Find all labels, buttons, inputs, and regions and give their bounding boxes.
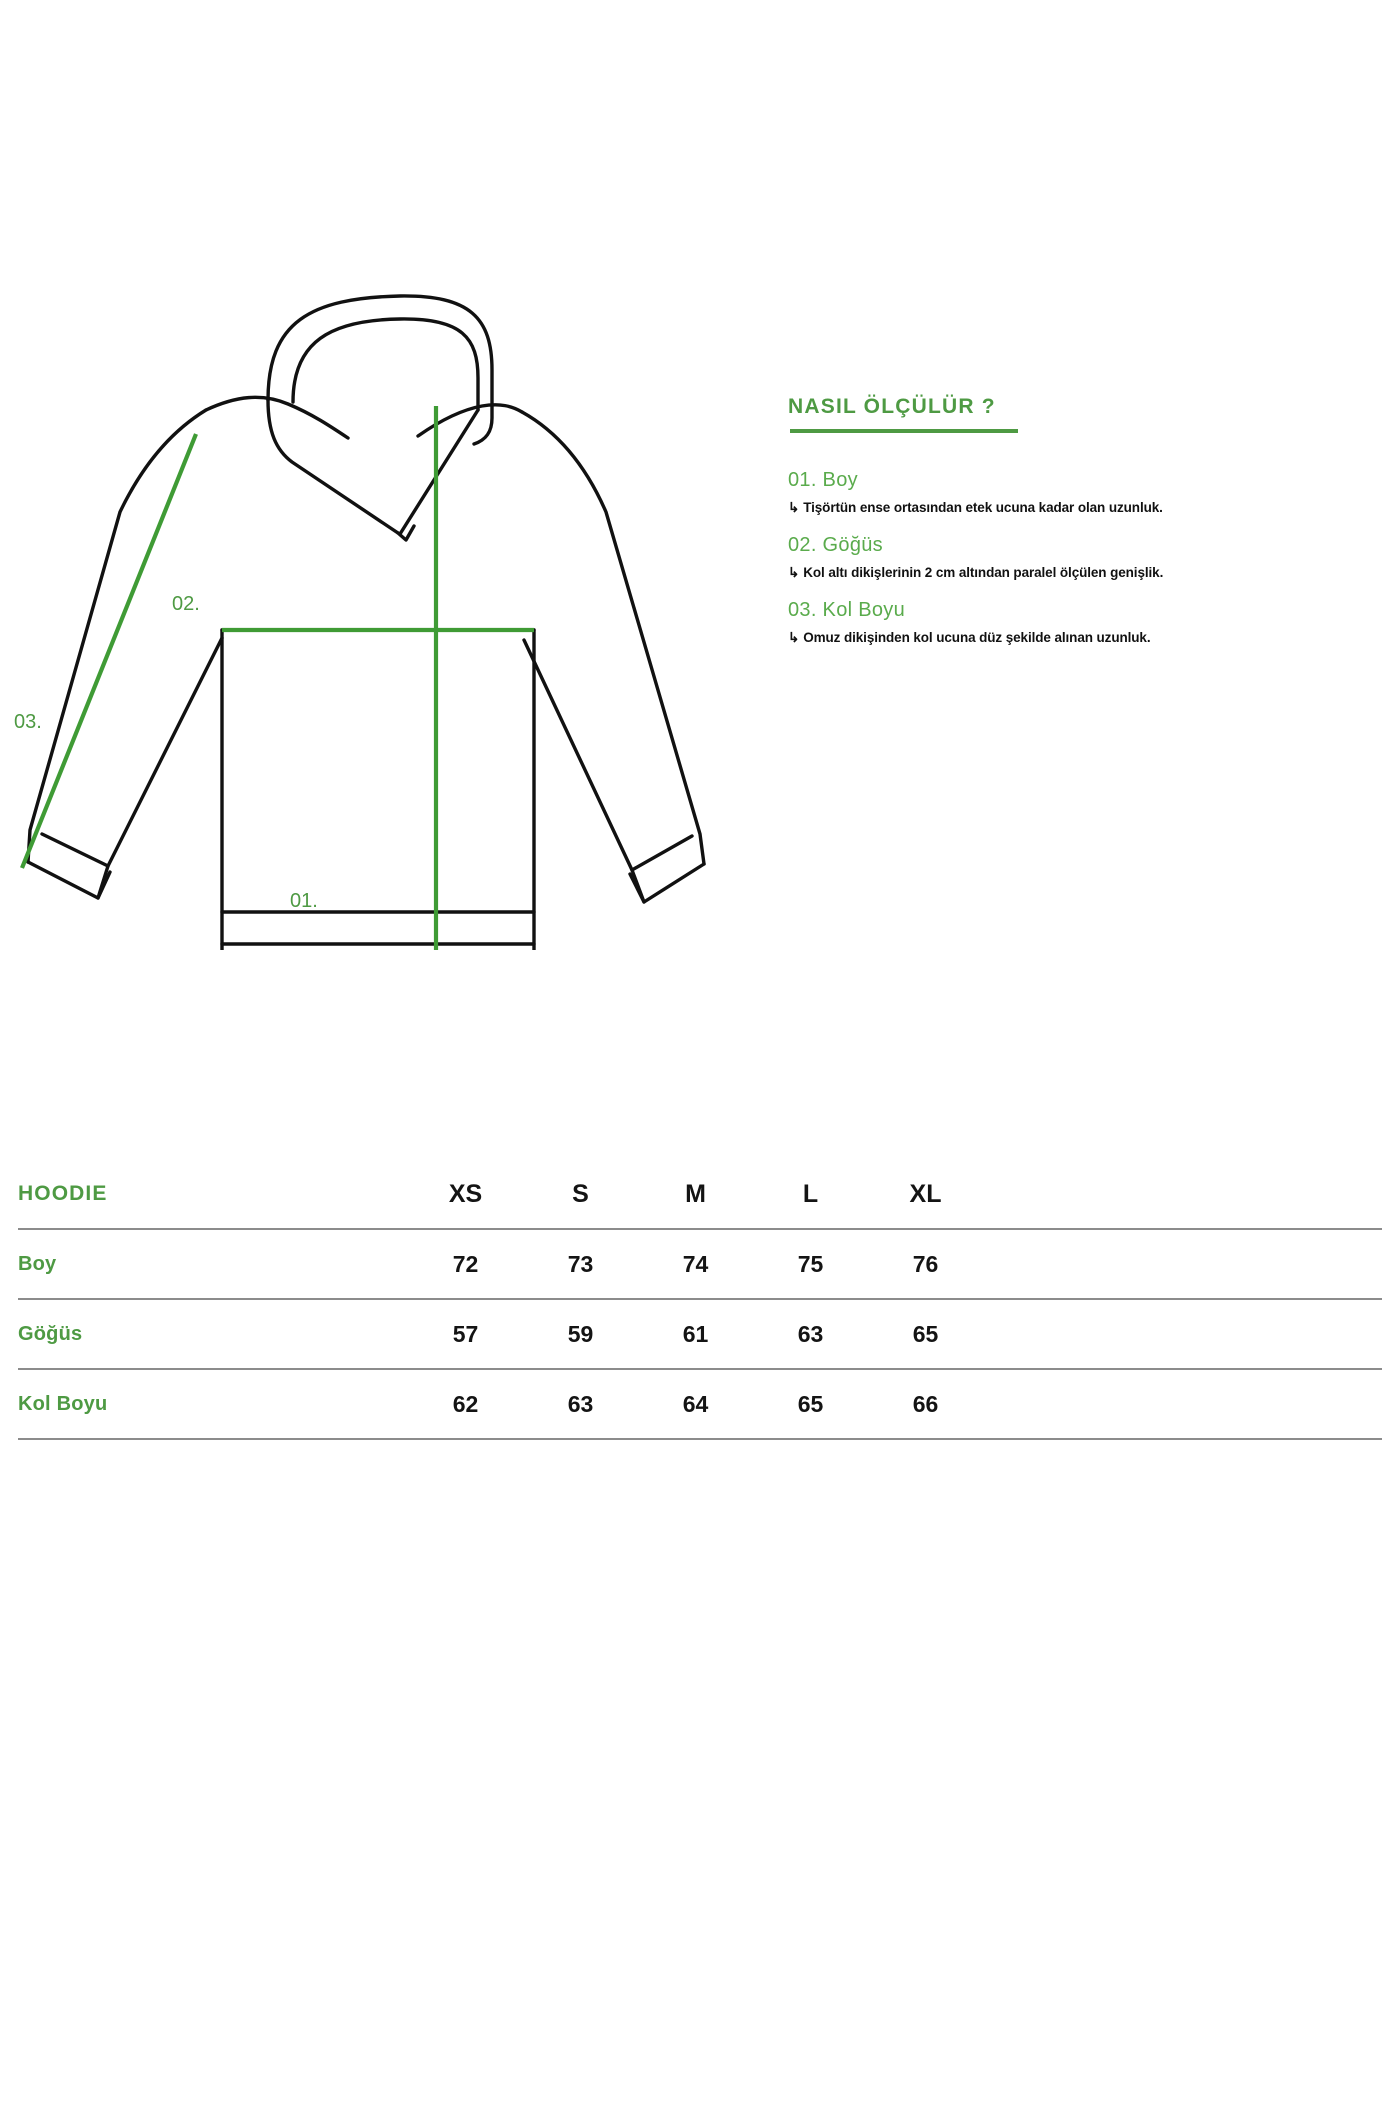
column-header-xl: XL [909,1179,942,1208]
size-table-body: Boy 72 73 74 75 76 Göğüs 57 59 61 63 65 [18,1228,1382,1440]
column-header-s: S [572,1179,589,1208]
left-cuff-edge-path [96,870,112,900]
cell-boy-xl: 76 [912,1250,939,1277]
arrow-icon: ↳ [788,500,800,516]
column-header-xs: XS [448,1179,483,1208]
row-filler [983,1300,1382,1368]
callout-sleeve-label: 03. [14,711,42,733]
hoodie-outline-group [26,294,706,950]
row-filler [983,1230,1382,1298]
right-cuff-path [630,834,706,904]
size-table-container: HOODIE XS S M L XL Boy 72 73 74 75 76 [18,1160,1382,1440]
cell-kol-boyu-m: 64 [682,1390,709,1417]
legend-title-underline [790,429,1018,434]
cell-gogus-xl: 65 [912,1320,939,1347]
cell-boy-s: 73 [567,1250,594,1277]
hood-left-lapel-path [266,398,400,535]
legend-item-desc-text-boy: Tişörtün ense ortasından etek ucuna kada… [803,500,1163,516]
table-row: Boy 72 73 74 75 76 [18,1230,1382,1298]
legend-item-gogus: 02. Göğüs ↳ Kol altı dikişlerinin 2 cm al… [788,532,1348,583]
legend-title: NASIL ÖLÇÜLÜR ? [788,395,996,418]
how-to-measure-panel: NASIL ÖLÇÜLÜR ? 01. Boy ↳ Tişörtün ense o… [788,395,1348,662]
table-rule [18,1438,1382,1440]
legend-item-title-gogus: 02. Göğüs [788,533,883,556]
legend-item-kol-boyu: 03. Kol Boyu ↳ Omuz dikişinden kol ucuna … [788,597,1348,648]
legend-item-desc-boy: ↳ Tişörtün ense ortasından etek ucuna kad… [788,499,1348,518]
size-table-header-row: HOODIE XS S M L XL [18,1160,1382,1228]
legend-item-desc-text-gogus: Kol altı dikişlerinin 2 cm altından para… [803,564,1164,580]
hood-inner-path [291,317,480,412]
table-rule [18,1298,1382,1300]
table-corner-label: HOODIE [18,1182,108,1205]
callout-chest-label: 02. [172,593,200,615]
row-label-gogus: Göğüs [18,1322,83,1345]
column-header-l: L [802,1179,819,1208]
measurement-guides-group [20,406,534,950]
legend-item-title-kol-boyu: 03. Kol Boyu [788,598,906,621]
legend-item-desc-gogus: ↳ Kol altı dikişlerinin 2 cm altından par… [788,564,1348,583]
table-rule-cell [18,1438,1382,1440]
legend-item-desc-text-kol-boyu: Omuz dikişinden kol ucuna düz şekilde al… [803,629,1151,645]
table-rule [18,1368,1382,1370]
table-header-filler [983,1160,1382,1228]
table-rule-cell [18,1368,1382,1370]
legend-item-list: 01. Boy ↳ Tişörtün ense ortasından etek u… [788,467,1348,648]
left-collar-seam-path [204,395,350,440]
hoodie-illustration: 02. 01. 03. [0,250,740,950]
column-header-m: M [685,1179,706,1208]
cell-gogus-xs: 57 [452,1320,479,1347]
table-rule-cell [18,1298,1382,1300]
row-filler [983,1370,1382,1438]
cell-boy-m: 74 [682,1250,709,1277]
right-underarm-seam-path [522,638,634,872]
right-sleeve-outer-path [520,410,706,866]
cell-kol-boyu-l: 65 [797,1390,824,1417]
cell-boy-l: 75 [797,1250,824,1277]
right-cuff-edge-path [628,872,646,904]
table-row: Göğüs 57 59 61 63 65 [18,1300,1382,1368]
left-cuff-path [26,832,110,900]
table-rule-cell [18,1228,1382,1230]
cell-gogus-l: 63 [797,1320,824,1347]
legend-item-boy: 01. Boy ↳ Tişörtün ense ortasından etek u… [788,467,1348,518]
left-sleeve-outer-path [26,408,208,864]
callout-length-label: 01. [290,890,318,912]
size-table-head: HOODIE XS S M L XL [18,1160,1382,1228]
cell-kol-boyu-xs: 62 [452,1390,479,1417]
hoodie-diagram-svg: 02. 01. 03. [14,294,706,950]
neck-v-point-path [396,524,416,542]
cell-boy-xs: 72 [452,1250,479,1277]
arrow-icon: ↳ [788,629,800,645]
hood-outer-path [266,294,494,446]
top-section: 02. 01. 03. NASIL ÖLÇÜLÜR ? 01. Boy ↳ Tiş… [0,250,1348,950]
row-label-kol-boyu: Kol Boyu [18,1392,108,1415]
table-row: Kol Boyu 62 63 64 65 66 [18,1370,1382,1438]
cell-kol-boyu-s: 63 [567,1390,594,1417]
table-rule [18,1228,1382,1230]
hood-right-lapel-path [398,408,480,536]
row-label-boy: Boy [18,1252,57,1275]
left-underarm-seam-path [106,636,224,868]
legend-item-title-boy: 01. Boy [788,469,858,492]
size-table: HOODIE XS S M L XL Boy 72 73 74 75 76 [18,1160,1382,1440]
cell-gogus-s: 59 [567,1320,594,1347]
cell-gogus-m: 61 [682,1320,709,1347]
legend-item-desc-kol-boyu: ↳ Omuz dikişinden kol ucuna düz şekilde a… [788,629,1348,648]
sleeve-guide-line [20,433,198,869]
cell-kol-boyu-xl: 66 [912,1390,939,1417]
arrow-icon: ↳ [788,564,800,580]
